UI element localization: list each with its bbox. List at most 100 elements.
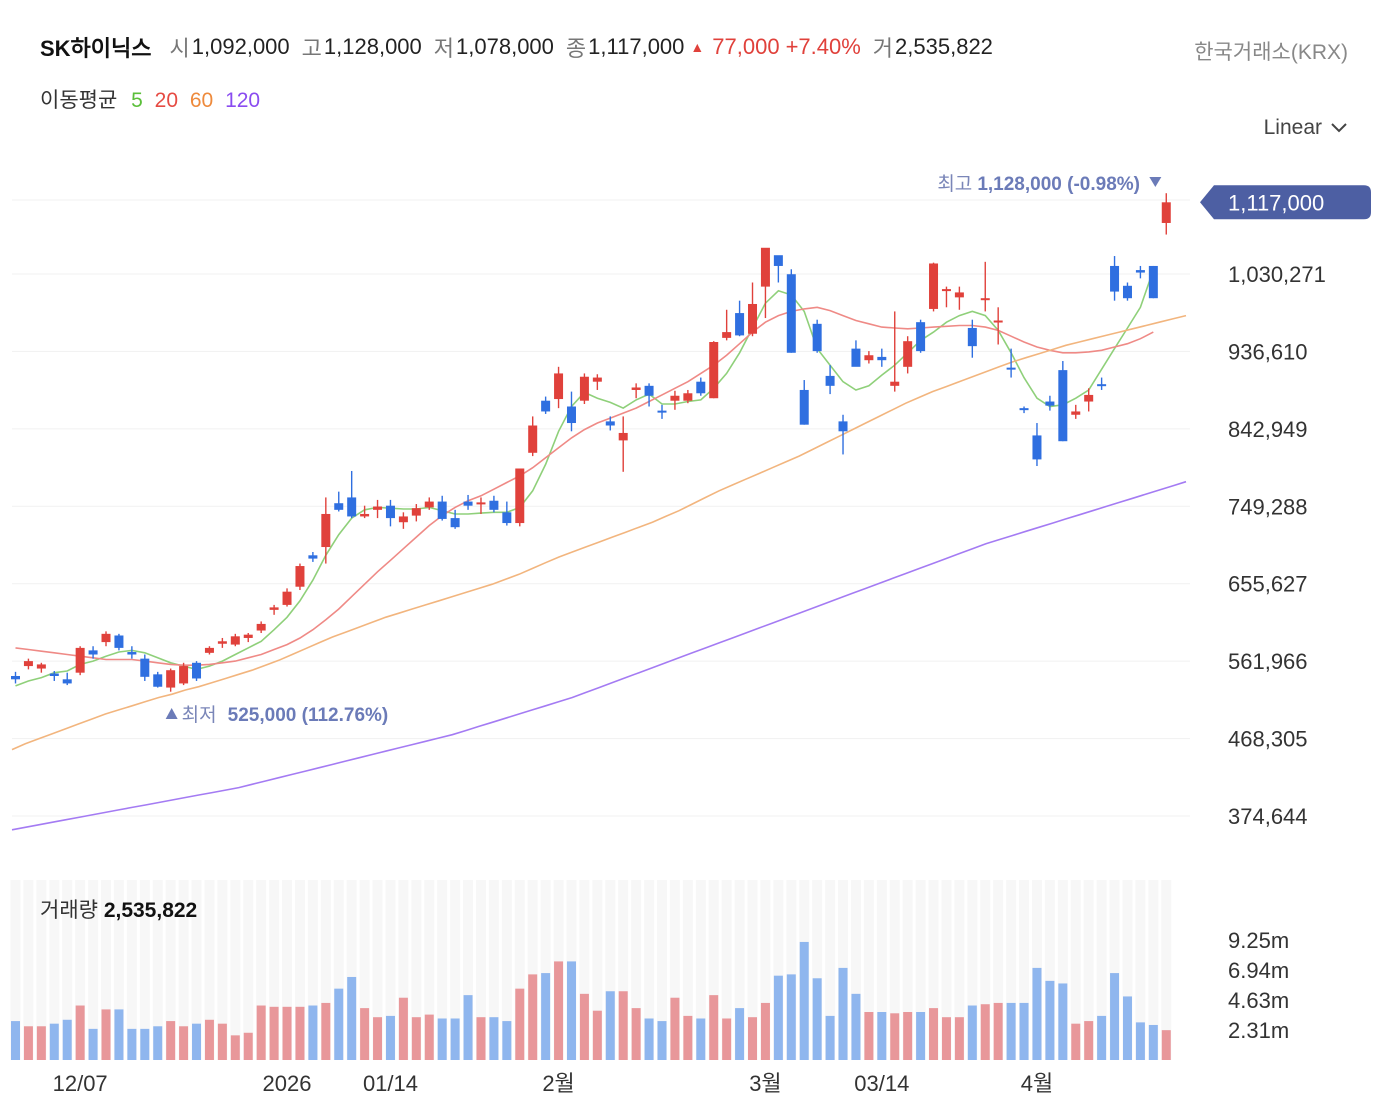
candle: [153, 671, 163, 688]
volume-column-bg: [993, 880, 1004, 1060]
candle: [528, 416, 538, 457]
volume-column-bg: [113, 880, 124, 1060]
volume-bar: [127, 1028, 137, 1060]
volume-column-bg: [191, 880, 202, 1060]
volume-bar: [993, 1002, 1003, 1060]
candle: [1148, 265, 1158, 299]
volume-bar: [1110, 973, 1120, 1060]
volume-column-bg: [708, 880, 719, 1060]
candle-body: [308, 555, 318, 559]
candle-body: [631, 387, 641, 390]
volume-bar: [1122, 996, 1132, 1060]
candle-body: [411, 508, 421, 516]
candle: [476, 497, 486, 514]
candle: [618, 416, 628, 472]
candle-body: [476, 502, 486, 505]
high-value: 1,128,000: [323, 34, 422, 59]
candle: [204, 646, 214, 655]
volume-column-bg: [320, 880, 331, 1060]
price-header: SK하이닉스 시 1,092,000 고 1,128,000 저 1,078,0…: [40, 30, 1005, 64]
volume-bar: [282, 1006, 292, 1060]
high-label: 고: [301, 36, 322, 61]
min-annotation-value: 525,000 (112.76%): [228, 705, 389, 726]
candle-body: [1097, 384, 1107, 387]
stock-name: SK하이닉스: [40, 36, 152, 61]
volume-column-bg: [204, 880, 215, 1060]
candle-body: [243, 634, 253, 638]
candle-body: [825, 375, 835, 386]
volume-column-bg: [36, 880, 47, 1060]
volume-column-bg: [398, 880, 409, 1060]
candle: [230, 633, 240, 647]
volume-bar: [916, 1012, 926, 1060]
volume-column-bg: [980, 880, 991, 1060]
candle: [1110, 256, 1120, 301]
volume-column-bg: [126, 880, 137, 1060]
candle: [825, 365, 835, 395]
volume-label: 거: [872, 36, 894, 61]
volume-bar: [799, 941, 809, 1060]
candle-body: [993, 320, 1003, 323]
volume-column-bg: [411, 880, 422, 1060]
volume-bar: [476, 1017, 486, 1060]
candle-body: [1045, 401, 1055, 406]
volume-column-bg: [1096, 880, 1107, 1060]
candle: [398, 512, 408, 529]
candle: [269, 604, 279, 615]
ma60-line: [11, 314, 1187, 751]
scale-select[interactable]: Linear: [1264, 116, 1348, 140]
volume-bar: [554, 961, 564, 1060]
volume-bar: [541, 973, 551, 1060]
candle: [463, 494, 473, 510]
candle: [308, 551, 318, 562]
chevron-down-icon: [1331, 123, 1347, 133]
volume-column-bg: [747, 880, 758, 1060]
volume-bar: [192, 1023, 202, 1060]
ma-legend-60[interactable]: 60: [189, 89, 214, 112]
x-tick-label: 03/14: [854, 1071, 909, 1096]
volume-bar: [670, 997, 680, 1060]
volume-bar: [101, 1009, 111, 1060]
candle: [75, 646, 85, 676]
volume-column-bg: [294, 880, 305, 1060]
candle-body: [373, 506, 383, 510]
candle-body: [282, 591, 292, 605]
candle-body: [1135, 270, 1145, 273]
candle: [1097, 377, 1107, 390]
candle-body: [1148, 265, 1158, 299]
volume-column-bg: [152, 880, 163, 1060]
candle: [101, 631, 111, 647]
volume-bar: [760, 1002, 770, 1060]
volume-bar: [967, 1005, 977, 1060]
volume-bar: [722, 1018, 732, 1060]
candle: [993, 307, 1003, 345]
candle-body: [398, 516, 408, 523]
candle: [980, 261, 990, 312]
candle: [62, 672, 72, 686]
y-tick-label: 749,288: [1228, 494, 1308, 519]
candle-body: [812, 323, 822, 352]
ma-legend-5[interactable]: 5: [131, 89, 143, 112]
volume-bar: [230, 1035, 240, 1060]
candle: [709, 341, 719, 399]
candle: [334, 491, 344, 512]
volume-bar: [179, 1026, 189, 1060]
ma-legend-120[interactable]: 120: [225, 89, 261, 112]
volume-bar: [877, 1012, 887, 1060]
candle-body: [760, 247, 770, 287]
x-tick-label: 2026: [263, 1071, 312, 1096]
last-price-label: 1,117,000: [1228, 190, 1324, 215]
candle: [748, 282, 758, 337]
volume-bar: [385, 1015, 395, 1060]
candle: [773, 255, 783, 283]
candle-body: [114, 635, 124, 648]
volume-bar: [75, 1005, 85, 1060]
volume-bar: [269, 1006, 279, 1060]
candle-body: [528, 425, 538, 453]
volume-bar: [243, 1032, 253, 1060]
volume-bar: [373, 1017, 383, 1060]
volume-column-bg: [954, 880, 965, 1060]
candle-body: [541, 400, 551, 412]
ma-legend-20[interactable]: 20: [154, 89, 179, 112]
